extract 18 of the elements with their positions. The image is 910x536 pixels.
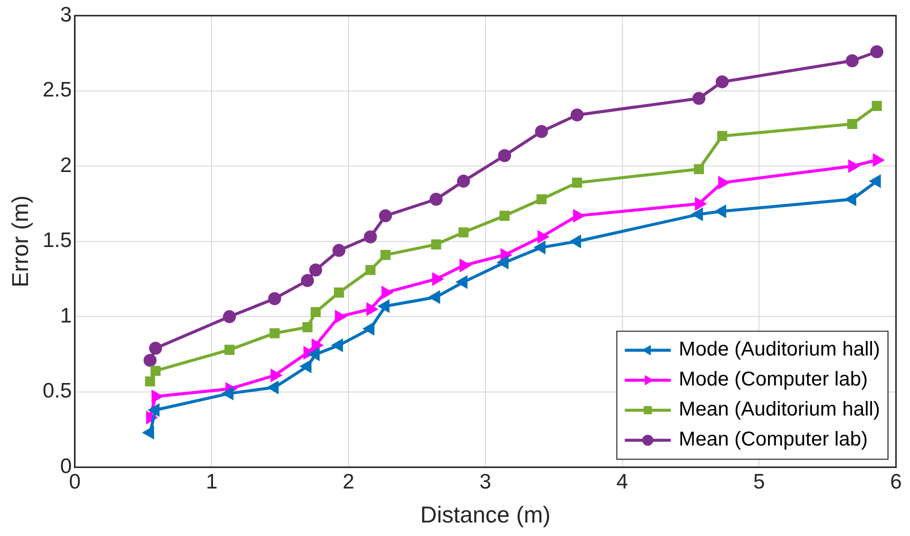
x-tick-label: 4	[616, 470, 628, 494]
x-tick-label: 3	[480, 470, 492, 494]
x-axis-title: Distance (m)	[420, 502, 551, 528]
y-tick-label: 1	[60, 304, 72, 328]
y-tick-label: 3	[60, 3, 72, 26]
y-tick-label: 2	[60, 154, 72, 177]
legend-label: Mean (Computer lab)	[678, 428, 868, 451]
y-tick-label: 1.5	[42, 229, 72, 252]
legend-label: Mean (Auditorium hall)	[678, 398, 880, 421]
legend-label: Mode (Auditorium hall)	[678, 338, 880, 361]
x-tick-label: 5	[753, 470, 765, 494]
legend-label: Mode (Computer lab)	[678, 368, 868, 391]
y-tick-label: 2.5	[42, 78, 72, 102]
x-tick-label: 6	[890, 470, 902, 494]
x-tick-label: 2	[342, 470, 354, 494]
x-tick-label: 1	[206, 470, 218, 494]
y-tick-label: 0.5	[42, 380, 72, 403]
y-axis-title: Error (m)	[7, 195, 34, 288]
